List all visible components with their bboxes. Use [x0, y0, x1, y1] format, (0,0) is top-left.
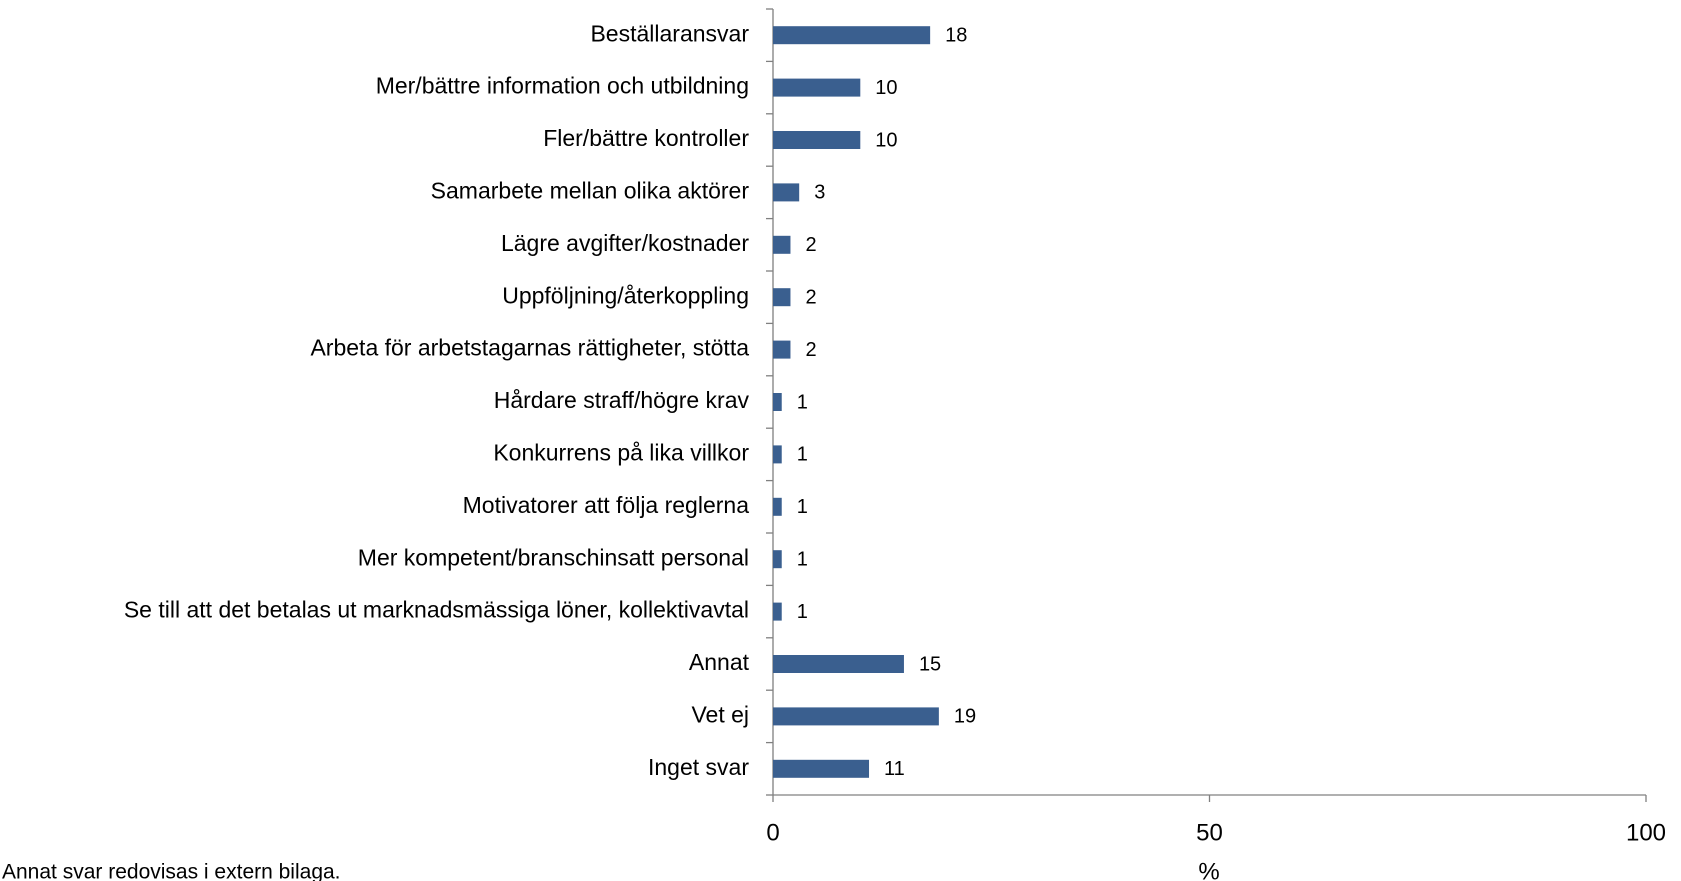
bar [773, 602, 782, 621]
value-label: 18 [945, 24, 967, 46]
y-tick-label: Uppföljning/återkoppling [502, 282, 749, 308]
value-label: 15 [919, 653, 941, 675]
value-label: 1 [797, 601, 808, 623]
x-tick-label: 0 [766, 819, 779, 846]
value-label: 1 [797, 496, 808, 518]
bar [773, 288, 791, 307]
bar [773, 497, 782, 516]
bar [773, 26, 931, 45]
value-label: 2 [805, 234, 816, 256]
bar [773, 707, 939, 726]
y-tick-label: Lägre avgifter/kostnader [501, 230, 749, 256]
y-tick-label: Vet ej [691, 701, 749, 727]
bar [773, 655, 904, 673]
value-label: 10 [875, 77, 897, 99]
y-tick-label: Motivatorer att följa reglerna [463, 492, 750, 518]
y-tick-label: Beställaransvar [590, 20, 749, 46]
y-tick-label: Annat [689, 649, 750, 675]
bar [773, 78, 861, 97]
value-label: 11 [884, 758, 905, 780]
y-tick-label: Hårdare straff/högre krav [494, 387, 750, 413]
bar [773, 183, 800, 202]
y-tick-label: Fler/bättre kontroller [543, 125, 749, 151]
bar [773, 759, 870, 778]
y-tick-label: Samarbete mellan olika aktörer [431, 177, 750, 203]
bar [773, 235, 791, 254]
y-tick-label: Se till att det betalas ut marknadsmässi… [124, 597, 749, 623]
value-label: 10 [875, 129, 897, 151]
footnote: Annat svar redovisas i extern bilaga. [2, 861, 341, 881]
bar [773, 550, 782, 569]
y-tick-label: Konkurrens på lika villkor [493, 439, 749, 465]
value-label: 19 [954, 706, 976, 728]
y-tick-label: Mer kompetent/branschinsatt personal [358, 544, 749, 570]
value-label: 2 [805, 339, 816, 361]
y-tick-label: Arbeta för arbetstagarnas rättigheter, s… [310, 335, 749, 361]
bar [773, 340, 791, 359]
bar [773, 393, 782, 411]
value-label: 2 [805, 286, 816, 308]
bar [773, 445, 782, 464]
y-tick-label: Inget svar [648, 754, 749, 780]
value-label: 1 [797, 548, 808, 570]
x-tick-label: 100 [1626, 819, 1666, 846]
x-tick-label: 50 [1196, 819, 1223, 846]
x-axis-label: % [1198, 858, 1219, 881]
value-label: 1 [797, 444, 808, 466]
value-label: 3 [814, 182, 825, 204]
y-tick-label: Mer/bättre information och utbildning [376, 73, 749, 99]
bar [773, 131, 861, 149]
value-label: 1 [797, 391, 808, 413]
